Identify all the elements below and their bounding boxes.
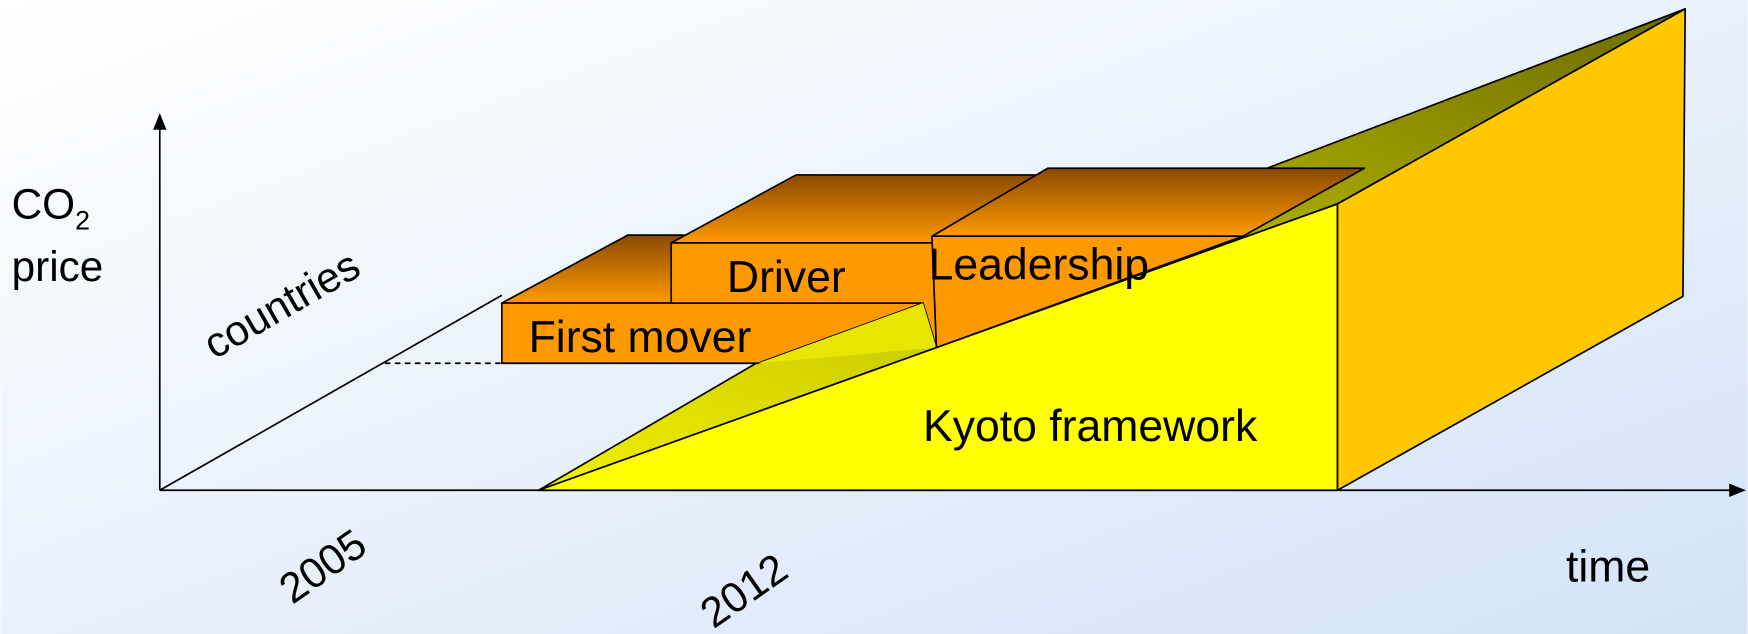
- block-label: First mover: [529, 313, 752, 362]
- y-axis-label-main: CO: [12, 180, 75, 227]
- block-label: Leadership: [929, 241, 1149, 290]
- base-label: Kyoto framework: [923, 402, 1258, 451]
- y-axis-label-sub: 2: [75, 206, 90, 236]
- y-axis-label: CO2: [12, 180, 90, 235]
- y-axis-label-line2: price: [12, 243, 104, 290]
- kyoto-side: [1336, 8, 1686, 492]
- x-axis-label: time: [1566, 543, 1650, 592]
- block-label: Driver: [727, 253, 846, 302]
- depth-axis: [159, 294, 503, 491]
- slope-strip: [758, 303, 937, 364]
